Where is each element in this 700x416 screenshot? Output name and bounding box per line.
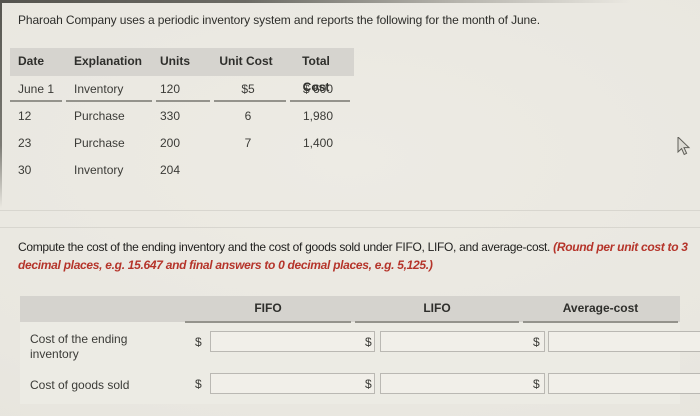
average-cost-cogs-cell: $ xyxy=(521,373,700,394)
lifo-ending-inventory-cell: $ xyxy=(353,331,545,352)
lifo-ending-inventory-input[interactable] xyxy=(379,331,545,352)
instructions-text: Compute the cost of the ending inventory… xyxy=(18,240,551,254)
method-header-fifo: FIFO xyxy=(185,296,351,323)
cell-unit-cost: 6 xyxy=(244,109,252,123)
fifo-cogs-cell: $ xyxy=(183,373,375,394)
cell-date: 23 xyxy=(18,136,32,150)
dollar-sign: $ xyxy=(365,334,372,349)
answer-table-header: FIFO LIFO Average-cost xyxy=(20,296,680,323)
average-cost-cogs-input[interactable] xyxy=(547,373,700,394)
cell-total-cost: $ 600 xyxy=(302,82,334,96)
table-row: June 1 Inventory 120 $5 $ 600 xyxy=(10,76,354,103)
column-header-units: Units xyxy=(156,48,210,102)
photo-left-edge xyxy=(0,0,2,208)
lifo-cogs-cell: $ xyxy=(353,373,545,394)
table-row: 12 Purchase 330 6 1,980 xyxy=(10,103,354,130)
answer-row-cost-of-goods-sold: Cost of goods sold $ $ $ xyxy=(20,366,700,394)
cell-date: June 1 xyxy=(18,82,55,96)
average-cost-ending-inventory-cell: $ xyxy=(521,331,700,352)
row-label: Cost of the ending inventory xyxy=(30,332,128,361)
average-cost-ending-inventory-input[interactable] xyxy=(547,331,700,352)
mouse-cursor-icon xyxy=(677,135,691,162)
column-header-explanation: Explanation xyxy=(66,48,152,102)
answer-row-ending-inventory: Cost of the ending inventory $ $ $ xyxy=(20,328,700,362)
cell-date: 12 xyxy=(18,109,32,123)
cell-unit-cost xyxy=(214,157,290,184)
fifo-ending-inventory-input[interactable] xyxy=(209,331,375,352)
cell-total-cost: 1,400 xyxy=(302,136,334,150)
cell-explanation: Inventory xyxy=(74,163,124,177)
cell-total-cost xyxy=(290,157,354,184)
cell-explanation: Purchase xyxy=(74,109,125,123)
table-row: 30 Inventory 204 xyxy=(10,157,354,184)
inventory-table-header: Date Explanation Units Unit Cost Total C… xyxy=(10,48,354,102)
column-header-total-cost: Total Cost xyxy=(290,48,350,102)
answer-table: FIFO LIFO Average-cost Cost of the endin… xyxy=(20,296,700,404)
table-row: 23 Purchase 200 7 1,400 xyxy=(10,130,354,157)
cell-units: 120 xyxy=(160,82,181,96)
dollar-sign: $ xyxy=(195,376,202,391)
inventory-table: Date Explanation Units Unit Cost Total C… xyxy=(10,48,354,184)
cell-units: 330 xyxy=(160,109,181,123)
row-label: Cost of goods sold xyxy=(30,378,130,392)
fifo-cogs-input[interactable] xyxy=(209,373,375,394)
dollar-sign: $ xyxy=(533,376,540,391)
column-header-unit-cost: Unit Cost xyxy=(214,48,286,102)
column-header-date: Date xyxy=(10,48,62,102)
cell-total-cost: 1,980 xyxy=(302,109,334,123)
cell-explanation: Inventory xyxy=(74,82,124,96)
method-header-average-cost: Average-cost xyxy=(523,296,678,323)
answer-table-body: Cost of the ending inventory $ $ $ Cost … xyxy=(20,322,700,404)
instructions: Compute the cost of the ending inventory… xyxy=(18,238,690,274)
header-spacer xyxy=(20,296,183,323)
rounding-note: (Round per unit cost to 3 decimal places… xyxy=(18,240,688,272)
section-divider xyxy=(0,210,700,211)
photo-top-edge xyxy=(0,0,700,3)
cell-unit-cost: $5 xyxy=(241,82,255,96)
dollar-sign: $ xyxy=(195,334,202,349)
dollar-sign: $ xyxy=(365,376,372,391)
method-header-lifo: LIFO xyxy=(355,296,519,323)
fifo-ending-inventory-cell: $ xyxy=(183,331,375,352)
cell-explanation: Purchase xyxy=(74,136,125,150)
problem-statement: Pharoah Company uses a periodic inventor… xyxy=(18,13,540,27)
section-divider xyxy=(0,227,700,228)
cell-units: 204 xyxy=(160,163,181,177)
lifo-cogs-input[interactable] xyxy=(379,373,545,394)
cell-units: 200 xyxy=(160,136,181,150)
cell-date: 30 xyxy=(18,163,32,177)
dollar-sign: $ xyxy=(533,334,540,349)
cell-unit-cost: 7 xyxy=(244,136,252,150)
